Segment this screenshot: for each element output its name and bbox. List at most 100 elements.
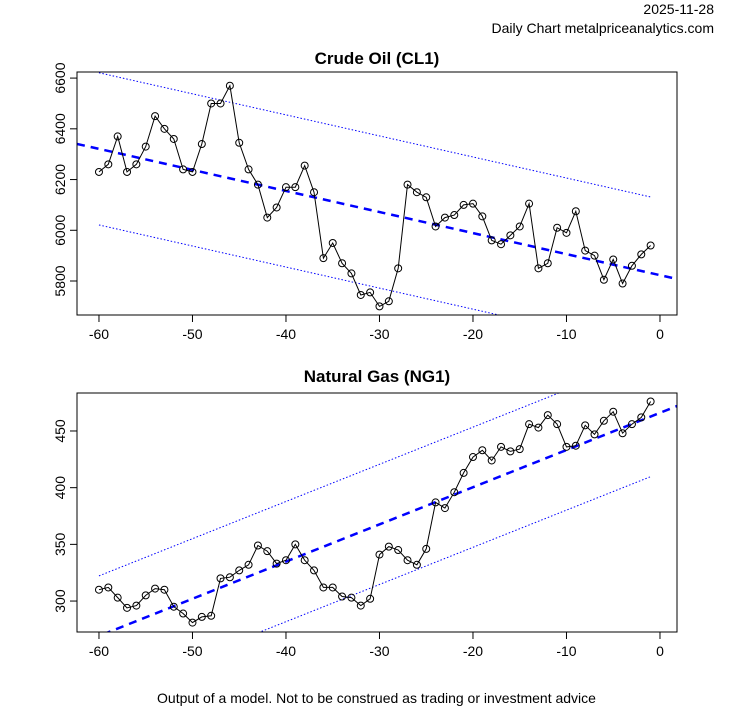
y-tick-label: 6600 (52, 62, 68, 93)
gas-data-point (151, 584, 160, 593)
x-tick-label: -40 (276, 643, 296, 659)
crude-data-point (506, 231, 515, 240)
gas-data-point (562, 442, 571, 451)
crude-data-point (515, 222, 524, 231)
crude-data-point (94, 167, 103, 176)
crude-data-point (478, 212, 487, 221)
x-tick-label: -10 (556, 326, 576, 342)
x-tick-label: -30 (369, 643, 389, 659)
natural-gas-title: Natural Gas (NG1) (303, 367, 451, 386)
gas-data-point (253, 541, 262, 550)
gas-data-point (113, 593, 122, 602)
x-tick-label: -50 (182, 643, 202, 659)
crude-data-point (431, 222, 440, 231)
crude-upper-band (98, 72, 651, 198)
crude-data-point (207, 99, 216, 108)
gas-data-point (338, 592, 347, 601)
gas-data-point (525, 420, 534, 429)
crude-data-point (263, 213, 272, 222)
crude-data-point (459, 200, 468, 209)
gas-plot-frame (76, 392, 678, 633)
crude-data-point (356, 290, 365, 299)
gas-chart: -60 -50 -40 -30 -20 -10 0 300 350 400 450 (52, 392, 678, 659)
crude-data-point (225, 81, 234, 90)
crude-trend-line (77, 142, 677, 281)
crude-data-point (403, 180, 412, 189)
gas-data-point (132, 601, 141, 610)
gas-data-point (534, 423, 543, 432)
gas-data-point (422, 544, 431, 553)
chart-date: 2025-11-28 (643, 1, 714, 17)
gas-data-point (609, 407, 618, 416)
crude-data-point (534, 264, 543, 273)
crude-price-line (98, 84, 651, 308)
gas-price-line (98, 401, 652, 624)
crude-data-point (338, 259, 347, 268)
crude-oil-title: Crude Oil (CL1) (314, 49, 440, 68)
gas-data-point (599, 416, 608, 425)
gas-data-point (468, 453, 477, 462)
crude-data-point (281, 183, 290, 192)
crude-data-point (347, 269, 356, 278)
gas-data-point (225, 573, 234, 582)
crude-data-point (272, 203, 281, 212)
x-tick-label: -50 (182, 326, 202, 342)
gas-data-point (412, 560, 421, 569)
crude-data-point (366, 288, 375, 297)
crude-data-point (319, 254, 328, 263)
gas-data-point (160, 585, 169, 594)
gas-data-point (431, 498, 440, 507)
crude-data-point (197, 140, 206, 149)
gas-data-point (169, 602, 178, 611)
crude-data-point (646, 241, 655, 250)
gas-data-point (347, 593, 356, 602)
crude-data-point (618, 279, 627, 288)
gas-data-point (291, 540, 300, 549)
y-tick-label: 6000 (52, 214, 68, 245)
crude-data-point (291, 183, 300, 192)
gas-upper-band (98, 393, 561, 577)
gas-data-point (478, 446, 487, 455)
gas-data-point (188, 618, 197, 627)
gas-data-point (123, 603, 132, 612)
y-tick-label: 6200 (52, 164, 68, 195)
gas-data-point (553, 420, 562, 429)
crude-data-point (160, 124, 169, 133)
gas-data-point (197, 612, 206, 621)
crude-data-point (300, 161, 309, 170)
crude-data-point (169, 134, 178, 143)
gas-data-point (310, 566, 319, 575)
gas-data-point (104, 583, 113, 592)
crude-data-point (581, 246, 590, 255)
gas-plot-area (94, 393, 677, 632)
x-tick-label: -10 (556, 643, 576, 659)
crude-data-point (123, 167, 132, 176)
crude-data-point (487, 236, 496, 245)
crude-plot-frame (76, 71, 678, 316)
crude-data-point (375, 302, 384, 311)
y-tick-label: 300 (52, 589, 68, 613)
gas-data-point (244, 560, 253, 569)
x-tick-label: -60 (89, 326, 109, 342)
crude-data-point (450, 211, 459, 220)
gas-data-point (515, 445, 524, 454)
crude-data-point (543, 259, 552, 268)
gas-trend-line (105, 404, 677, 632)
crude-data-point (590, 251, 599, 260)
gas-data-point (272, 559, 281, 568)
crude-data-point (151, 112, 160, 121)
crude-data-point (571, 207, 580, 216)
crude-data-point (132, 160, 141, 169)
crude-data-point (422, 193, 431, 202)
chart-source: Daily Chart metalpriceanalytics.com (491, 20, 714, 36)
gas-data-point (366, 594, 375, 603)
crude-data-point (253, 180, 262, 189)
crude-data-point (562, 228, 571, 237)
y-tick-label: 6400 (52, 113, 68, 144)
gas-data-point (263, 547, 272, 556)
gas-data-point (646, 397, 655, 406)
gas-data-point (235, 566, 244, 575)
gas-data-point (94, 585, 103, 594)
